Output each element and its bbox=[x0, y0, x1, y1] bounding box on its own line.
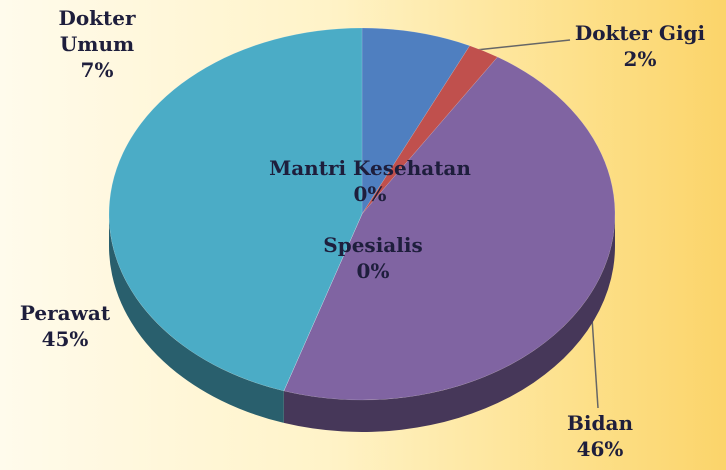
slice-label: Spesialis 0% bbox=[273, 232, 473, 284]
pie-slice bbox=[283, 56, 616, 401]
slice-label: Perawat 45% bbox=[5, 300, 125, 352]
pie-slice bbox=[361, 27, 471, 215]
category-label: Dokter Gigi bbox=[574, 21, 706, 45]
category-label: Dokter Umum bbox=[58, 6, 136, 56]
pie-tops bbox=[108, 27, 616, 401]
value-label: 2% bbox=[623, 47, 657, 71]
pie-slice bbox=[361, 45, 498, 215]
pie-slice-side bbox=[283, 214, 615, 432]
value-label: 0% bbox=[356, 259, 390, 283]
slice-label: Dokter Gigi 2% bbox=[540, 20, 726, 72]
pie-slice-side bbox=[109, 214, 284, 423]
leader-line bbox=[475, 39, 571, 51]
value-label: 45% bbox=[41, 327, 89, 351]
value-label: 46% bbox=[576, 437, 624, 461]
value-label: 7% bbox=[80, 58, 114, 82]
category-label: Mantri Kesehatan bbox=[269, 156, 471, 180]
value-label: 0% bbox=[353, 182, 387, 206]
category-label: Spesialis bbox=[323, 233, 423, 257]
category-label: Bidan bbox=[567, 411, 633, 435]
category-label: Perawat bbox=[19, 301, 111, 325]
slice-label: Dokter Umum 7% bbox=[47, 5, 147, 83]
pie-slice bbox=[108, 27, 363, 392]
leader-line bbox=[591, 317, 599, 409]
slice-label: Mantri Kesehatan 0% bbox=[250, 155, 490, 207]
slice-label: Bidan 46% bbox=[540, 410, 660, 462]
pie-sides bbox=[109, 214, 615, 432]
